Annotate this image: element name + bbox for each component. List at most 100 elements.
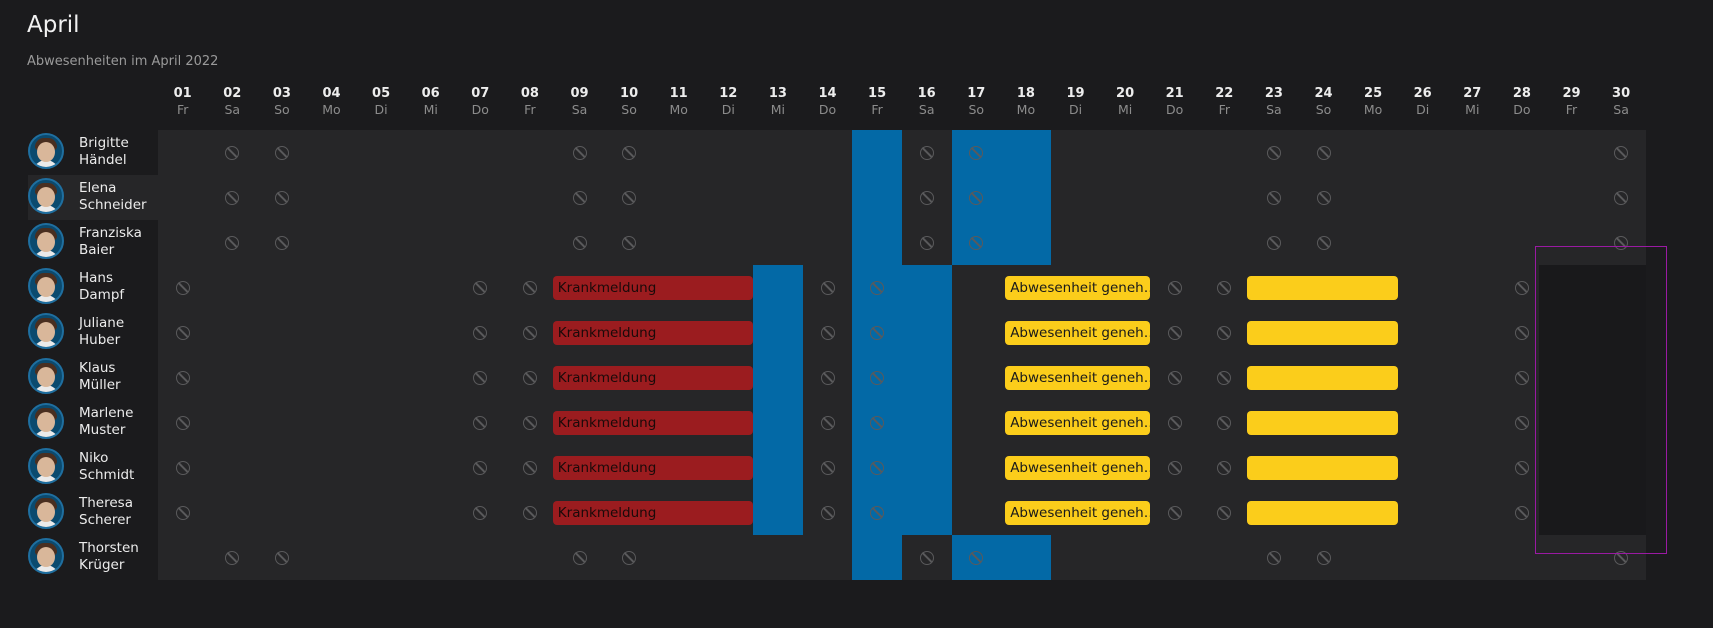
user-row[interactable]: Marlene Muster: [28, 400, 158, 445]
day-header[interactable]: 23 Sa: [1249, 86, 1298, 118]
day-number: 15: [868, 86, 887, 101]
day-weekday: Mi: [770, 102, 786, 117]
day-weekday: Fr: [871, 102, 883, 117]
day-header[interactable]: 15 Fr: [852, 86, 901, 118]
day-header[interactable]: 28 Do: [1497, 86, 1546, 118]
not-available-icon: [820, 370, 835, 385]
approved-absence-bar[interactable]: Abwesenheit geneh…: [1005, 455, 1150, 480]
sick-leave-bar[interactable]: Krankmeldung: [552, 410, 754, 435]
holiday-block: [951, 130, 1051, 265]
day-weekday: Di: [721, 102, 735, 117]
selection-box[interactable]: [1535, 246, 1667, 554]
day-header[interactable]: 02 Sa: [208, 86, 257, 118]
not-available-icon: [175, 460, 190, 475]
approved-absence-bar[interactable]: [1247, 455, 1398, 480]
day-header[interactable]: 19 Di: [1051, 86, 1100, 118]
day-weekday: Do: [818, 102, 837, 117]
day-weekday: Mo: [322, 102, 341, 117]
day-header[interactable]: 25 Mo: [1348, 86, 1397, 118]
day-header[interactable]: 18 Mo: [1001, 86, 1050, 118]
day-header[interactable]: 01 Fr: [158, 86, 207, 118]
day-header[interactable]: 07 Do: [456, 86, 505, 118]
day-number: 05: [372, 86, 391, 101]
day-number: 12: [719, 86, 738, 101]
not-available-icon: [572, 235, 587, 250]
user-row[interactable]: Theresa Scherer: [28, 490, 158, 535]
not-available-icon: [1614, 145, 1629, 160]
approved-absence-bar[interactable]: [1247, 275, 1398, 300]
day-weekday: Mi: [1117, 102, 1133, 117]
day-header[interactable]: 21 Do: [1150, 86, 1199, 118]
user-row[interactable]: Thorsten Krüger: [28, 535, 158, 580]
approved-absence-bar[interactable]: Abwesenheit geneh…: [1005, 365, 1150, 390]
day-header[interactable]: 17 So: [952, 86, 1001, 118]
day-number: 16: [917, 86, 936, 101]
day-header[interactable]: 22 Fr: [1200, 86, 1249, 118]
day-header[interactable]: 04 Mo: [307, 86, 356, 118]
not-available-icon: [175, 280, 190, 295]
day-header[interactable]: 12 Di: [704, 86, 753, 118]
not-available-icon: [820, 325, 835, 340]
day-weekday: Mi: [1465, 102, 1480, 117]
sick-leave-bar[interactable]: Krankmeldung: [552, 275, 754, 300]
approved-absence-bar[interactable]: [1247, 365, 1398, 390]
user-first-name: Juliane: [79, 315, 125, 331]
avatar: [28, 178, 64, 214]
day-header[interactable]: 14 Do: [803, 86, 852, 118]
sick-leave-bar[interactable]: Krankmeldung: [552, 500, 754, 525]
day-header[interactable]: 29 Fr: [1547, 86, 1596, 118]
user-row[interactable]: Juliane Huber: [28, 310, 158, 355]
day-header[interactable]: 11 Mo: [654, 86, 703, 118]
user-row[interactable]: Brigitte Händel: [28, 130, 158, 175]
user-row[interactable]: Klaus Müller: [28, 355, 158, 400]
not-available-icon: [1217, 370, 1232, 385]
approved-absence-bar[interactable]: [1247, 320, 1398, 345]
day-header[interactable]: 20 Mi: [1100, 86, 1149, 118]
sick-leave-bar[interactable]: Krankmeldung: [552, 455, 754, 480]
not-available-icon: [919, 190, 934, 205]
not-available-icon: [1167, 280, 1182, 295]
day-header[interactable]: 26 Di: [1398, 86, 1447, 118]
user-row[interactable]: Elena Schneider: [28, 175, 158, 220]
day-header[interactable]: 10 So: [604, 86, 653, 118]
day-weekday: Mo: [1363, 102, 1383, 117]
day-header[interactable]: 08 Fr: [505, 86, 554, 118]
day-header[interactable]: 03 So: [257, 86, 306, 118]
approved-absence-bar[interactable]: Abwesenheit geneh…: [1005, 410, 1150, 435]
page-title: April: [27, 12, 80, 38]
day-header[interactable]: 30 Sa: [1596, 86, 1645, 118]
page-subtitle: Abwesenheiten im April 2022: [27, 54, 219, 69]
approved-absence-bar[interactable]: Abwesenheit geneh…: [1005, 320, 1150, 345]
user-row[interactable]: Franziska Baier: [28, 220, 158, 265]
day-weekday: Di: [1068, 102, 1083, 117]
sick-leave-bar[interactable]: Krankmeldung: [552, 365, 754, 390]
not-available-icon: [622, 550, 637, 565]
holiday-block: [902, 265, 952, 535]
user-last-name: Scherer: [79, 512, 131, 528]
day-header[interactable]: 16 Sa: [902, 86, 951, 118]
user-last-name: Schmidt: [79, 467, 135, 483]
day-header[interactable]: 06 Mi: [406, 86, 455, 118]
user-row[interactable]: Niko Schmidt: [28, 445, 158, 490]
not-available-icon: [225, 145, 240, 160]
not-available-icon: [275, 145, 289, 160]
approved-absence-bar[interactable]: [1247, 500, 1398, 525]
not-available-icon: [870, 460, 885, 475]
approved-absence-bar[interactable]: Abwesenheit geneh…: [1005, 500, 1150, 525]
approved-absence-bar[interactable]: [1247, 410, 1398, 435]
day-header[interactable]: 27 Mi: [1448, 86, 1497, 118]
day-header[interactable]: 24 So: [1299, 86, 1348, 118]
sick-leave-bar[interactable]: Krankmeldung: [552, 320, 754, 345]
day-number: 02: [223, 86, 242, 101]
day-header[interactable]: 09 Sa: [555, 86, 604, 118]
day-weekday: Fr: [1218, 102, 1230, 117]
user-first-name: Thorsten: [79, 540, 139, 556]
avatar: [28, 223, 64, 259]
day-header[interactable]: 05 Di: [356, 86, 405, 118]
not-available-icon: [1515, 415, 1529, 430]
day-weekday: So: [274, 102, 290, 117]
day-header[interactable]: 13 Mi: [753, 86, 802, 118]
not-available-icon: [1515, 460, 1529, 475]
user-row[interactable]: Hans Dampf: [28, 265, 158, 310]
approved-absence-bar[interactable]: Abwesenheit geneh…: [1005, 275, 1150, 300]
